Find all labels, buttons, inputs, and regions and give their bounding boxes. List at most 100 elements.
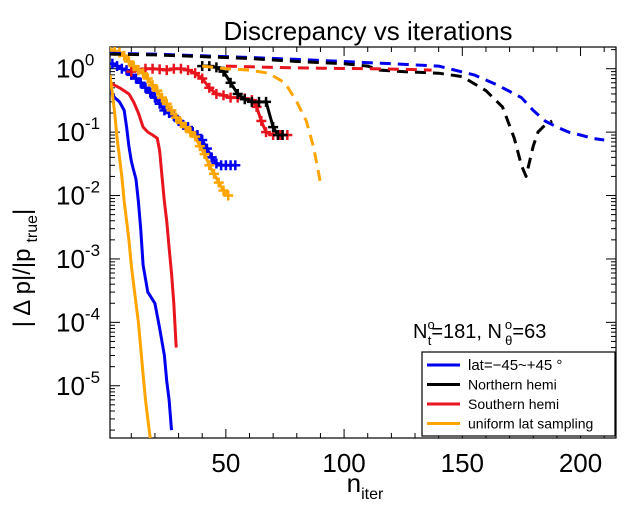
y-tick-label: 10-4 <box>56 304 100 337</box>
series-black-dashed <box>110 52 553 178</box>
series-blue-cross-marker <box>201 143 212 154</box>
series-orange-cross-marker <box>142 73 153 84</box>
annotation-sup-1: o <box>427 317 434 332</box>
y-tick-label: 10-1 <box>56 114 100 147</box>
x-tick-label: 100 <box>322 448 365 478</box>
series-blue-cross-marker <box>140 82 151 93</box>
annotation-sup-2: o <box>505 317 512 332</box>
series-orange-solid <box>110 74 152 438</box>
series-black-cross-marker <box>268 122 279 133</box>
series-orange-cross-marker <box>157 92 168 103</box>
y-tick-label: 100 <box>56 51 94 84</box>
series-orange-cross-marker <box>123 56 134 67</box>
x-axis-label: niter <box>347 468 384 503</box>
y-tick-label-exponent: -2 <box>85 178 100 197</box>
series-blue-cross-marker <box>197 135 208 146</box>
series-orange-cross-marker <box>110 47 115 55</box>
series-red-solid <box>110 81 178 348</box>
series-red-cross-marker <box>126 66 137 77</box>
series-orange-cross-marker <box>171 112 182 123</box>
series-black-cross <box>202 64 283 137</box>
legend: lat=−45~+45 ° Northern hemi Southern hemi u… <box>421 351 616 437</box>
y-axis-label-sub: true <box>24 215 41 243</box>
y-tick-label-exponent: -3 <box>85 241 100 260</box>
series-red-cross-marker <box>190 68 201 79</box>
series-black-cross-marker <box>225 77 236 88</box>
series-blue-cross-marker <box>230 160 241 171</box>
series-orange-cross-marker <box>204 160 215 171</box>
y-tick-label: 10-3 <box>56 241 100 274</box>
y-tick-label-exponent: -5 <box>85 368 100 387</box>
series-blue-solid <box>110 89 173 431</box>
series-black-cross-marker <box>261 96 272 107</box>
series-red-cross-marker <box>251 101 262 112</box>
series-orange-cross-marker <box>223 190 234 201</box>
annotation-sub-2: θ <box>505 333 512 348</box>
series-blue-cross-marker <box>116 63 127 74</box>
series-black-cross-marker <box>277 130 288 141</box>
series-red-cross-marker <box>204 82 215 93</box>
series-blue-cross-marker <box>121 65 132 76</box>
plot-area <box>109 46 617 439</box>
series-orange-dashed <box>202 64 326 185</box>
x-tick-labels: 50 100 150 200 <box>211 448 602 478</box>
series-black-cross-marker <box>239 94 250 105</box>
y-tick-label: 10-5 <box>56 368 100 401</box>
series-red-cross-marker <box>261 127 272 138</box>
y-tick-label: 10-2 <box>56 178 100 211</box>
y-axis-label-suffix: | <box>9 209 36 215</box>
x-tick-label: 200 <box>559 448 602 478</box>
series-orange-cross-marker <box>209 168 220 179</box>
series-group <box>110 47 605 438</box>
y-tick-label-base: 10 <box>56 181 85 211</box>
y-axis-label: | Δ p|/|p true| <box>9 209 41 328</box>
annotation-value-1: =181, N <box>431 321 502 343</box>
series-red-cross-marker <box>218 90 229 101</box>
legend-label: uniform lat sampling <box>468 416 593 432</box>
series-red-cross-marker <box>183 65 194 76</box>
series-black-cross-marker <box>232 88 243 99</box>
series-blue-cross-marker <box>206 152 217 163</box>
series-blue-cross-marker <box>145 87 156 98</box>
series-orange-cross-marker <box>194 141 205 152</box>
series-red-cross-marker <box>175 63 186 74</box>
series-orange-cross-marker <box>218 185 229 196</box>
series-orange-cross-marker <box>213 177 224 188</box>
series-orange-cross-marker <box>138 68 149 79</box>
series-red-dashed <box>225 64 432 72</box>
y-tick-label-exponent: 0 <box>85 51 94 70</box>
annotation-sub-1: t <box>428 333 432 348</box>
series-red-cross-marker <box>197 73 208 84</box>
y-tick-label-base: 10 <box>56 307 85 337</box>
series-blue-cross-marker <box>211 158 222 169</box>
chart-title: Discrepancy vs iterations <box>224 16 513 46</box>
y-axis-label-prefix: | Δ p|/|p <box>9 249 36 328</box>
x-tick-label: 50 <box>211 448 240 478</box>
legend-label: Southern hemi <box>468 396 559 412</box>
y-tick-label-exponent: -4 <box>85 304 100 323</box>
x-axis-label-sub: iter <box>361 486 384 503</box>
y-tick-label-base: 10 <box>56 244 85 274</box>
legend-label: Northern hemi <box>468 377 557 393</box>
plot-frame <box>109 46 617 439</box>
series-orange-cross-marker <box>180 122 191 133</box>
series-orange-cross-marker <box>190 131 201 142</box>
annotation-n: N <box>413 321 427 343</box>
y-tick-label-base: 10 <box>56 117 85 147</box>
series-red-cross-marker <box>211 88 222 99</box>
series-red-cross-marker <box>256 115 267 126</box>
series-orange-cross-marker <box>152 85 163 96</box>
annotation-value-2: =63 <box>512 321 546 343</box>
series-red-cross-marker <box>161 65 172 76</box>
series-orange-cross-marker <box>199 149 210 160</box>
y-tick-label-exponent: -1 <box>85 114 100 133</box>
series-orange-cross-marker <box>147 80 158 91</box>
series-orange-cross-marker <box>161 98 172 109</box>
x-axis-label-main: n <box>347 468 361 498</box>
y-tick-label-base: 10 <box>56 54 85 84</box>
y-tick-label-base: 10 <box>56 371 85 401</box>
series-orange-cross-marker <box>166 105 177 116</box>
